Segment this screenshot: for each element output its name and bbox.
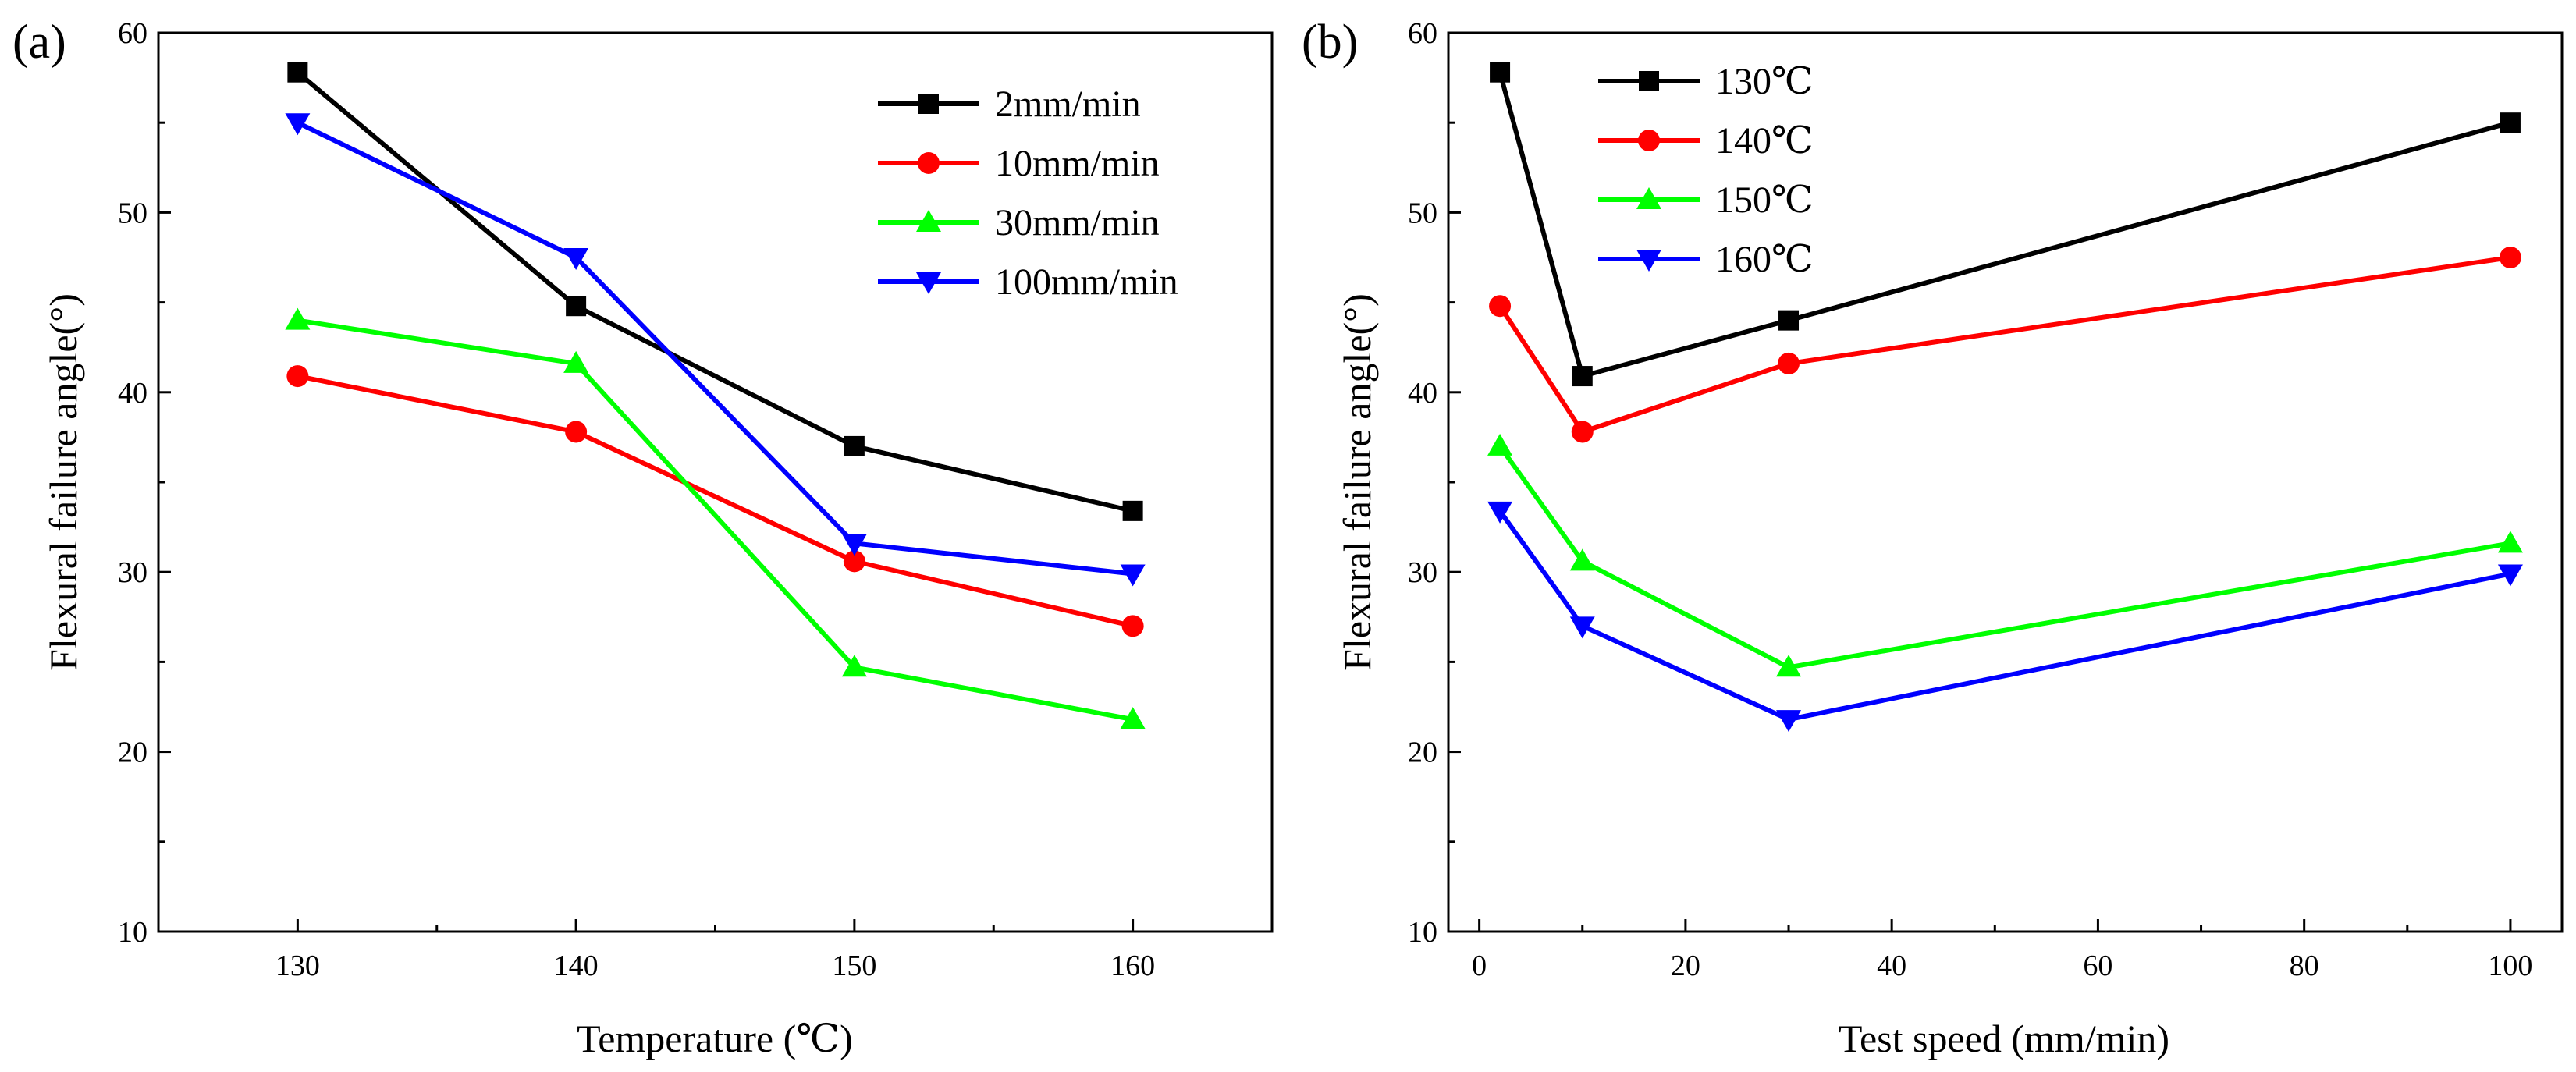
x-tick-label: 160 xyxy=(1110,950,1155,982)
legend-label-2: 30mm/min xyxy=(995,202,1160,243)
y-axis-title: Flexural failure angle(°) xyxy=(1335,293,1379,671)
data-point-0-0 xyxy=(287,62,308,83)
data-point-2-2 xyxy=(841,655,867,677)
x-tick-label: 20 xyxy=(1671,950,1700,982)
data-point-0-0 xyxy=(1490,62,1511,83)
y-tick-label: 60 xyxy=(1408,17,1437,50)
data-point-0-1 xyxy=(566,296,587,317)
series-line-3 xyxy=(1498,509,2511,722)
x-tick-label: 60 xyxy=(2083,950,2112,982)
data-point-1-3 xyxy=(2499,247,2521,268)
data-point-1-2 xyxy=(843,550,865,573)
x-axis-title: Test speed (mm/min) xyxy=(1839,1017,2169,1060)
x-tick-label: 100 xyxy=(2488,950,2532,982)
x-tick-label: 150 xyxy=(832,950,876,982)
legend-marker-2 xyxy=(916,210,941,232)
series-line-1 xyxy=(1498,255,2511,435)
data-point-3-2 xyxy=(1776,710,1802,733)
data-point-2-3 xyxy=(2497,531,2523,553)
y-tick-label: 10 xyxy=(1408,916,1437,949)
legend-label-0: 130℃ xyxy=(1715,61,1814,102)
legend-marker-1 xyxy=(918,152,940,174)
legend-label-2: 150℃ xyxy=(1715,179,1814,221)
legend-marker-3 xyxy=(916,272,941,294)
y-tick-label: 20 xyxy=(118,737,147,769)
data-point-2-0 xyxy=(285,307,311,330)
x-tick-label: 0 xyxy=(1472,950,1487,982)
y-tick-label: 30 xyxy=(1408,556,1437,589)
y-tick-label: 30 xyxy=(118,556,147,589)
y-tick-label: 50 xyxy=(118,197,147,229)
data-point-3-3 xyxy=(2497,564,2523,587)
data-point-2-3 xyxy=(1120,707,1146,729)
y-axis-title: Flexural failure angle(°) xyxy=(41,293,85,671)
legend-marker-0 xyxy=(1639,71,1659,91)
data-point-3-1 xyxy=(563,248,589,270)
y-tick-label: 20 xyxy=(1408,737,1437,769)
y-tick-label: 40 xyxy=(1408,377,1437,410)
legend-label-1: 140℃ xyxy=(1715,120,1814,162)
plot-frame xyxy=(1447,31,2564,933)
series-line-2 xyxy=(1498,445,2511,670)
legend-label-1: 10mm/min xyxy=(995,143,1160,184)
y-tick-label: 10 xyxy=(118,916,147,949)
legend-label-3: 100mm/min xyxy=(995,261,1178,303)
data-point-3-3 xyxy=(1120,564,1146,587)
data-point-1-0 xyxy=(286,365,309,388)
x-tick-label: 80 xyxy=(2290,950,2319,982)
series-line-2 xyxy=(297,318,1134,722)
data-point-2-1 xyxy=(1569,548,1595,571)
x-axis-title: Temperature (℃) xyxy=(577,1017,853,1060)
data-point-1-1 xyxy=(1571,421,1594,443)
series-line-3 xyxy=(297,120,1133,577)
data-point-1-1 xyxy=(565,421,588,443)
data-point-0-2 xyxy=(844,435,865,456)
data-point-1-0 xyxy=(1489,295,1512,318)
data-point-1-2 xyxy=(1778,352,1800,374)
legend-label-3: 160℃ xyxy=(1715,239,1814,280)
data-point-3-0 xyxy=(1487,501,1513,524)
chart-panel-b: (b) 10 20 30 40 50 60 0 20 40 60 80 100 Test speed (m… xyxy=(1302,16,2564,1060)
legend-marker-2 xyxy=(1636,187,1661,209)
series-line-0 xyxy=(1498,71,2511,379)
x-tick-label: 130 xyxy=(275,950,320,982)
panel-label: (a) xyxy=(12,16,66,69)
data-point-1-3 xyxy=(1121,615,1144,637)
legend-label-0: 2mm/min xyxy=(995,83,1141,125)
data-point-2-1 xyxy=(563,350,589,373)
legend-marker-1 xyxy=(1638,130,1660,151)
legend-marker-0 xyxy=(918,94,939,114)
x-tick-label: 40 xyxy=(1877,950,1906,982)
data-point-0-1 xyxy=(1572,366,1593,387)
data-point-2-2 xyxy=(1776,655,1802,677)
chart-panel-a: (a) 10 20 30 40 50 60 130 140 150 160 Temperature (… xyxy=(12,16,1274,1060)
panel-label: (b) xyxy=(1302,16,1358,69)
legend-marker-3 xyxy=(1636,250,1661,272)
data-point-3-0 xyxy=(285,113,311,136)
data-point-0-3 xyxy=(1122,500,1143,521)
data-point-0-3 xyxy=(2500,112,2521,133)
data-point-3-2 xyxy=(841,534,867,556)
data-point-0-2 xyxy=(1778,310,1800,331)
y-tick-label: 50 xyxy=(1408,197,1437,229)
y-tick-label: 40 xyxy=(118,377,147,410)
data-point-2-0 xyxy=(1487,433,1513,456)
data-point-3-1 xyxy=(1569,616,1595,639)
y-tick-label: 60 xyxy=(118,17,147,50)
series-line-1 xyxy=(297,374,1134,629)
x-tick-label: 140 xyxy=(554,950,599,982)
